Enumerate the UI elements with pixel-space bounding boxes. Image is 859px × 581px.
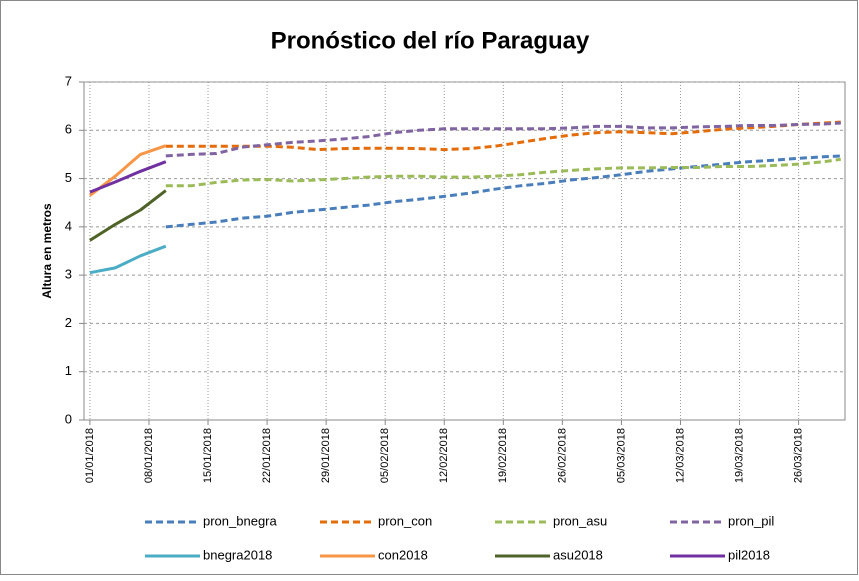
y-tick-label: 2: [65, 315, 72, 330]
x-tick-label: 26/03/2018: [793, 428, 805, 483]
y-tick-label: 4: [65, 218, 72, 233]
y-tick-label: 7: [65, 73, 72, 88]
series-line: [165, 121, 841, 158]
legend-label: asu2018: [553, 547, 603, 562]
series-line: [89, 160, 167, 194]
x-tick-label: 12/02/2018: [438, 428, 450, 483]
y-tick-label: 3: [65, 267, 72, 282]
x-tick-label: 05/03/2018: [615, 428, 627, 483]
y-tick-label: 0: [65, 411, 72, 426]
series-line: [165, 157, 842, 188]
x-tick-label: 12/03/2018: [674, 428, 686, 483]
x-tick-label: 05/02/2018: [379, 428, 391, 483]
series-line: [165, 120, 841, 152]
legend-label: pron_asu: [553, 513, 607, 528]
y-tick-label: 5: [65, 170, 72, 185]
x-tick-label: 26/02/2018: [556, 428, 568, 483]
legend-label: pron_con: [378, 513, 432, 528]
x-tick-label: 15/01/2018: [202, 428, 214, 483]
chart-title: Pronóstico del río Paraguay: [271, 27, 590, 54]
legend-label: pron_bnegra: [203, 513, 277, 528]
x-tick-label: 08/01/2018: [143, 428, 155, 483]
legend-label: pron_pil: [728, 513, 774, 528]
x-tick-label: 29/01/2018: [320, 428, 332, 483]
x-tick-label: 22/01/2018: [261, 428, 273, 483]
y-tick-label: 1: [65, 363, 72, 378]
series-line: [165, 154, 841, 229]
x-tick-label: 19/02/2018: [497, 428, 509, 483]
legend-label: con2018: [378, 547, 428, 562]
y-axis-label: Altura en metros: [40, 203, 54, 299]
series-line: [89, 244, 167, 275]
legend-label: pil2018: [728, 547, 770, 562]
series-line: [89, 189, 167, 242]
x-tick-label: 01/01/2018: [84, 428, 96, 483]
y-tick-label: 6: [65, 122, 72, 137]
x-tick-label: 19/03/2018: [733, 428, 745, 483]
legend-label: bnegra2018: [203, 547, 272, 562]
